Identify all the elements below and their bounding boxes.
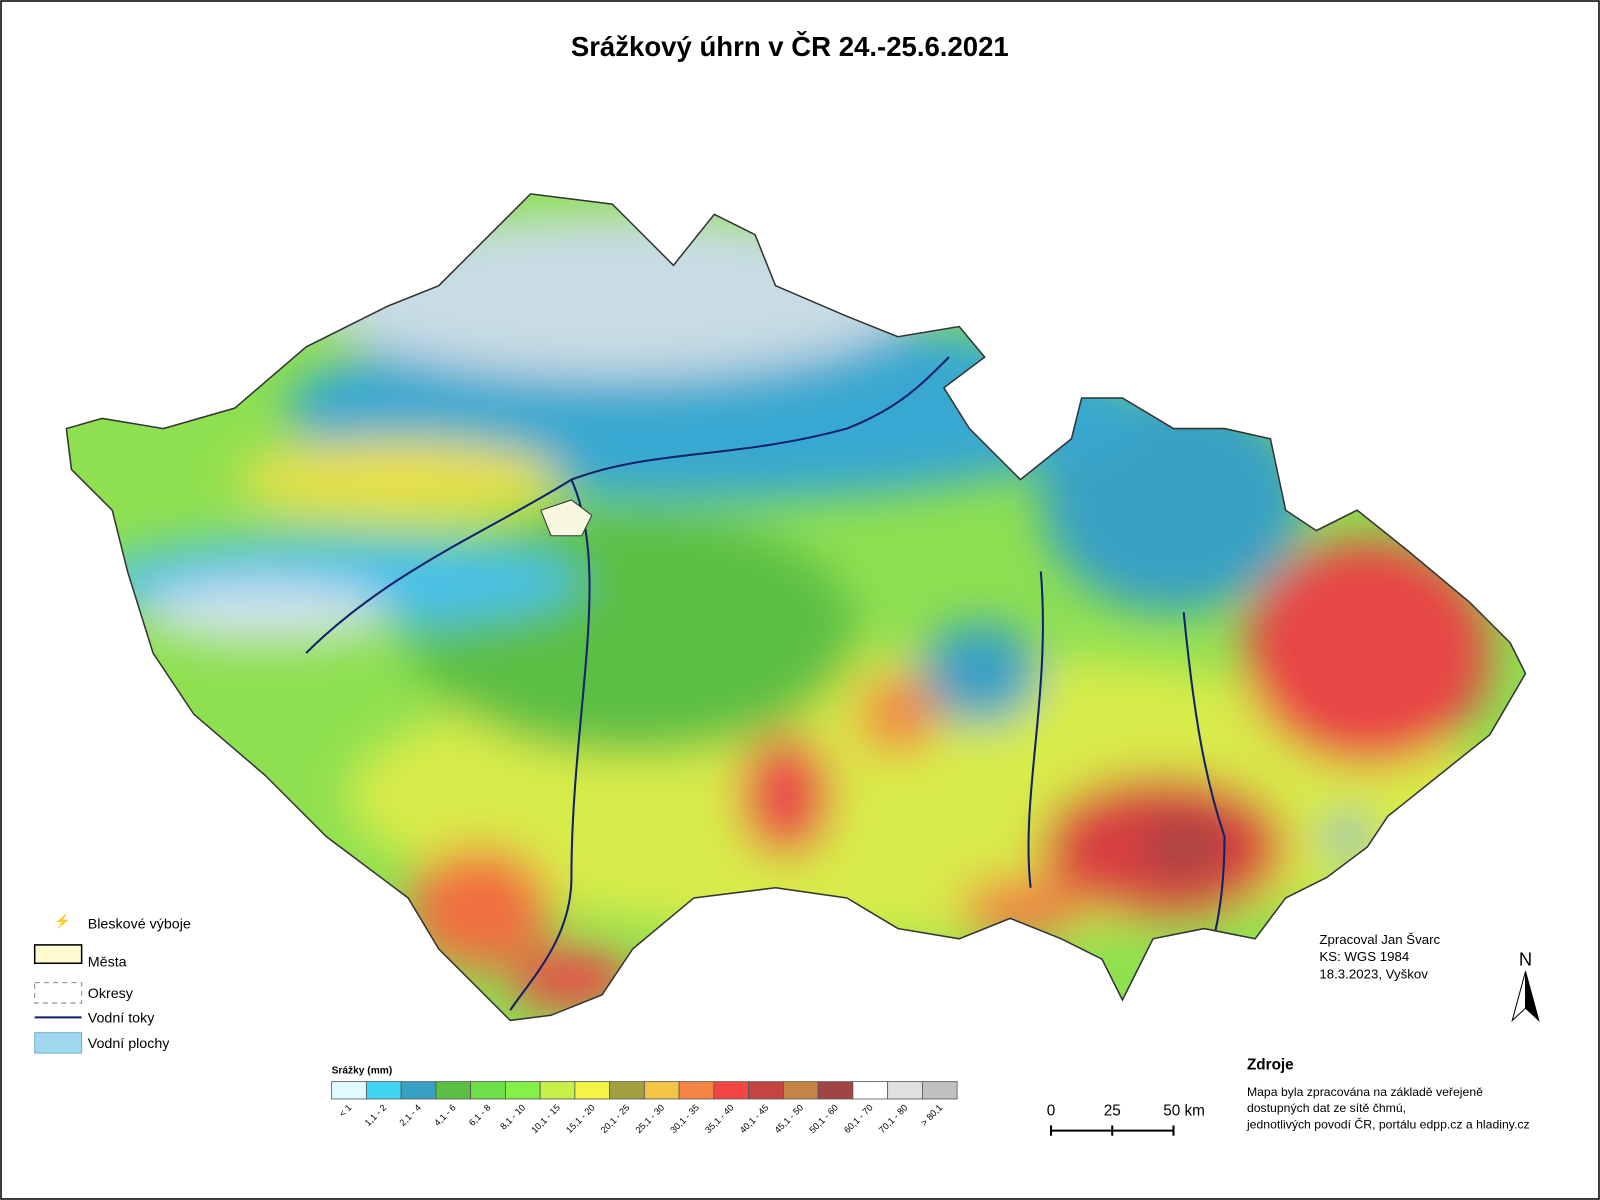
legend-label: Vodní plochy <box>88 1036 171 1052</box>
water-body-symbol <box>34 1032 83 1054</box>
scale-swatch <box>887 1081 923 1100</box>
scale-swatch <box>400 1081 437 1100</box>
district-symbol <box>34 982 83 1004</box>
scale-bar: 0 25 50 km <box>1047 1102 1205 1136</box>
scale-swatch <box>504 1081 541 1100</box>
scale-swatch <box>748 1081 784 1100</box>
scale-swatch <box>817 1081 854 1100</box>
scale-swatch <box>470 1081 506 1100</box>
legend-label: Vodní toky <box>88 1010 155 1026</box>
credits: Zpracoval Jan Švarc KS: WGS 1984 18.3.20… <box>1319 932 1440 982</box>
scale-swatch <box>609 1081 645 1100</box>
city-prague <box>540 499 593 537</box>
scale-label: 0 <box>1047 1102 1056 1119</box>
scale-swatch <box>921 1081 958 1100</box>
scale-label: 50 km <box>1163 1102 1205 1119</box>
city-symbol <box>33 944 83 965</box>
scale-label: 25 <box>1104 1102 1121 1119</box>
north-arrow: N <box>1511 948 1540 1022</box>
scale-bar-line <box>1050 1125 1175 1136</box>
lightning-symbol: ⚡ <box>54 913 71 930</box>
legend-label: Okresy <box>88 986 134 1002</box>
scale-swatch <box>782 1081 819 1100</box>
scale-swatch <box>331 1081 367 1100</box>
sources-line: jednotlivých povodí ČR, portálu edpp.cz … <box>1246 1117 1530 1132</box>
scale-swatch <box>713 1081 750 1100</box>
scale-swatch <box>435 1081 472 1100</box>
legend-label: Bleskové výboje <box>88 917 191 933</box>
scale-swatch <box>678 1081 715 1100</box>
scale-swatch <box>365 1081 402 1100</box>
legend: ⚡ Bleskové výboje Města Okresy Vodní tok… <box>33 913 191 1054</box>
credit-line: Zpracoval Jan Švarc <box>1319 932 1440 947</box>
scale-swatch <box>539 1081 576 1100</box>
credit-line: KS: WGS 1984 <box>1319 949 1409 964</box>
precip-zones <box>91 214 1490 1011</box>
sources-title: Zdroje <box>1247 1056 1294 1073</box>
north-label: N <box>1519 948 1532 969</box>
color-scale-title: Srážky (mm) <box>332 1065 393 1076</box>
sources-line: Mapa byla zpracována na základě veřejeně <box>1247 1085 1483 1099</box>
north-arrow-right <box>1525 971 1540 1022</box>
country-border <box>65 193 1527 1022</box>
scale-swatch <box>852 1081 889 1100</box>
legend-label: Města <box>88 954 127 970</box>
scale-swatch <box>643 1081 680 1100</box>
map-title: Srážkový úhrn v ČR 24.-25.6.2021 <box>571 31 1009 62</box>
sources-line: dostupných dat ze sítě čhmú, <box>1247 1101 1406 1115</box>
credit-line: 18.3.2023, Vyškov <box>1319 967 1428 982</box>
scale-swatch <box>574 1081 611 1100</box>
sources: Zdroje Mapa byla zpracována na základě v… <box>1246 1056 1530 1131</box>
